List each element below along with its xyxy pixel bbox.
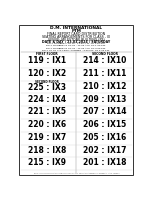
Text: NOTE: STUDENTS MUST CARRY THEIR SCHOOL ID CARD. PRIOR ARRANGEMENT IS ESSENTIAL. : NOTE: STUDENTS MUST CARRY THEIR SCHOOL I… [34,172,119,173]
Text: DATE & DAY : 23.03.2024 : SATURDAY: DATE & DAY : 23.03.2024 : SATURDAY [42,40,111,44]
Text: SECOND FLOOR: SECOND FLOOR [35,80,59,84]
Text: ROLL NUMBER 21 TO 30 - 11:00 A.M. TO 3:00 P.M.: ROLL NUMBER 21 TO 30 - 11:00 A.M. TO 3:0… [46,47,106,49]
Text: 202 : IX17: 202 : IX17 [83,146,126,155]
Text: ROLL NUMBER 11 TO 20 - 11:00 A.M. TO 1:00 P.M.: ROLL NUMBER 11 TO 20 - 11:00 A.M. TO 1:0… [46,45,106,46]
Text: SEATING ARRANGEMENTS FOR CLASS - IX: SEATING ARRANGEMENTS FOR CLASS - IX [42,35,110,39]
Text: 219 : IX7: 219 : IX7 [28,133,66,142]
Text: SECOND FLOOR: SECOND FLOOR [92,52,118,56]
Text: FIRST FLOOR: FIRST FLOOR [37,52,58,56]
Text: 211 : IX11: 211 : IX11 [83,69,126,78]
Text: 225 : IX3: 225 : IX3 [28,83,66,91]
Text: 119 : IX1: 119 : IX1 [28,56,66,65]
Text: 207 : IX14: 207 : IX14 [83,107,126,116]
Text: FINAL REPORT CARD DISTRIBUTION: FINAL REPORT CARD DISTRIBUTION [47,32,105,36]
Text: VENUE: MILESTONE BUILDING (PE): VENUE: MILESTONE BUILDING (PE) [48,38,105,42]
Text: 214 : IX10: 214 : IX10 [83,56,126,65]
Text: 221 : IX5: 221 : IX5 [28,107,66,116]
Text: 209 : IX13: 209 : IX13 [83,95,126,104]
Text: 120 : IX2: 120 : IX2 [28,69,66,78]
Text: 205 : IX16: 205 : IX16 [83,133,126,142]
Text: 215 : IX9: 215 : IX9 [28,158,66,168]
Text: PTM: PTM [71,29,81,33]
Text: ROLL 31 TO LAST ROLL NUMBER : 3:00 P.M. TO 5:00 P.M.: ROLL 31 TO LAST ROLL NUMBER : 3:00 P.M. … [42,50,110,51]
Text: ROLL NUMBER 1 TO 10 - 11:00 A.M. TO 1:00 P.M.: ROLL NUMBER 1 TO 10 - 11:00 A.M. TO 1:00… [47,43,105,44]
Text: 210 : IX12: 210 : IX12 [83,82,126,91]
Text: 201 : IX18: 201 : IX18 [83,158,126,168]
Text: 218 : IX8: 218 : IX8 [28,146,66,155]
Text: D.M. INTERNATIONAL: D.M. INTERNATIONAL [50,26,102,30]
Text: 220 : IX6: 220 : IX6 [28,120,66,129]
Text: 206 : IX15: 206 : IX15 [83,120,126,129]
Text: 224 : IX4: 224 : IX4 [28,95,66,104]
